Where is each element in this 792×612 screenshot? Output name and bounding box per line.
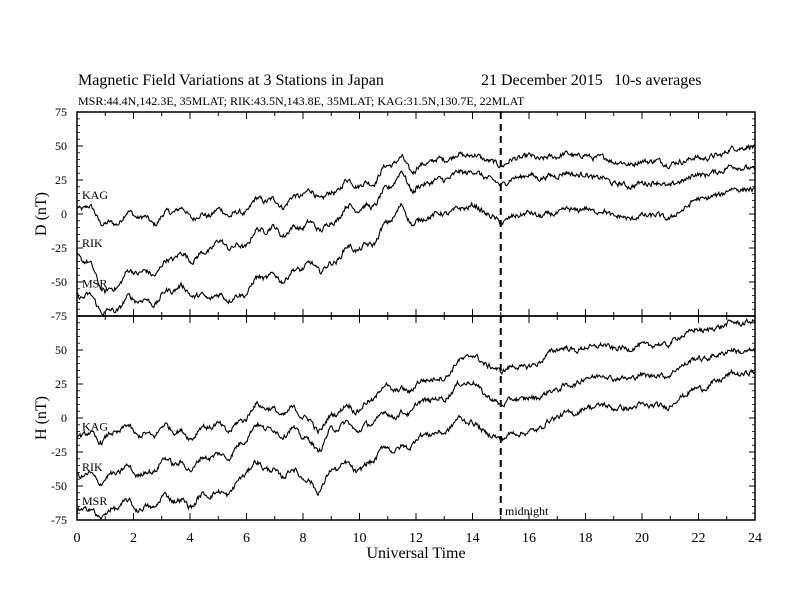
y-tick-label: 25 bbox=[55, 377, 67, 391]
x-tick-label: 14 bbox=[466, 531, 480, 546]
stations-line: MSR:44.4N,142.3E, 35MLAT; RIK:43.5N,143.… bbox=[78, 94, 525, 108]
series-label-kag: KAG bbox=[82, 188, 108, 202]
x-tick-label: 2 bbox=[130, 531, 137, 546]
x-tick-label: 10 bbox=[353, 531, 367, 546]
series-line-rik bbox=[77, 163, 755, 295]
y-tick-label: -25 bbox=[51, 445, 67, 459]
x-tick-label: 20 bbox=[635, 531, 649, 546]
y-tick-label: -75 bbox=[51, 309, 67, 323]
series-line-rik bbox=[77, 346, 755, 487]
x-tick-label: 16 bbox=[522, 531, 536, 546]
x-tick-label: 6 bbox=[243, 531, 250, 546]
chart-title: Magnetic Field Variations at 3 Stations … bbox=[78, 72, 384, 89]
series-label-rik: RIK bbox=[82, 460, 103, 474]
series-line-kag bbox=[77, 143, 755, 228]
x-axis-label: Universal Time bbox=[366, 545, 465, 562]
x-tick-label: 24 bbox=[748, 531, 762, 546]
y-tick-label: -75 bbox=[51, 513, 67, 527]
y-tick-label: 0 bbox=[61, 411, 67, 425]
date-label: 21 December 2015 bbox=[481, 72, 603, 89]
y-axis-label-top: D (nT) bbox=[33, 192, 50, 236]
x-tick-label: 0 bbox=[74, 531, 81, 546]
series-line-kag bbox=[77, 317, 755, 446]
averaging-label: 10-s averages bbox=[614, 72, 702, 89]
y-tick-label: 25 bbox=[55, 173, 67, 187]
x-tick-label: 22 bbox=[692, 531, 706, 546]
series-line-msr bbox=[77, 368, 755, 520]
y-tick-label: 75 bbox=[55, 105, 67, 119]
x-tick-label: 8 bbox=[300, 531, 307, 546]
x-tick-label: 12 bbox=[409, 531, 423, 546]
x-tick-label: 4 bbox=[187, 531, 194, 546]
series-group: KAG RIK MSR KAG RIK MSR bbox=[77, 143, 755, 520]
series-label-msr: MSR bbox=[82, 494, 107, 508]
y-tick-label: 50 bbox=[55, 343, 67, 357]
series-label-msr: MSR bbox=[82, 277, 107, 291]
series-label-rik: RIK bbox=[82, 236, 103, 250]
series-line-msr bbox=[77, 186, 755, 316]
midnight-annotation: midnight bbox=[505, 504, 549, 518]
x-tick-label: 18 bbox=[579, 531, 593, 546]
y-tick-label: 50 bbox=[55, 139, 67, 153]
y-tick-label: -25 bbox=[51, 241, 67, 255]
y-tick-label: 0 bbox=[61, 207, 67, 221]
y-tick-label: -50 bbox=[51, 479, 67, 493]
series-label-kag: KAG bbox=[82, 419, 108, 433]
y-tick-label: -50 bbox=[51, 275, 67, 289]
y-axis-label-bottom: H (nT) bbox=[33, 396, 50, 440]
